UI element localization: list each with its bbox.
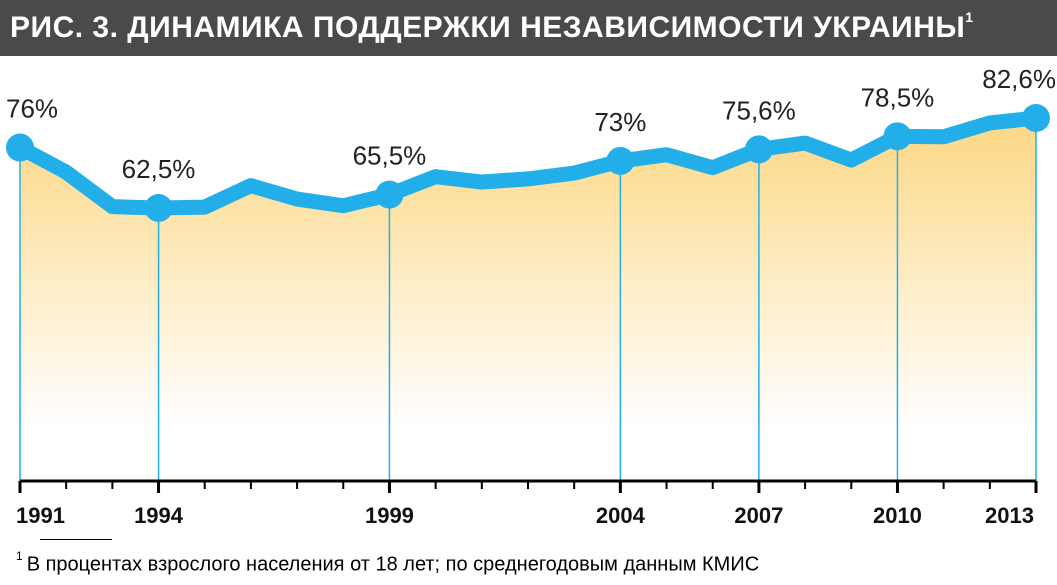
data-label-1999: 65,5% — [353, 141, 427, 171]
chart-title: РИС. 3. ДИНАМИКА ПОДДЕРЖКИ НЕЗАВИСИМОСТИ… — [10, 9, 974, 44]
x-tick-label-2013: 2013 — [985, 503, 1034, 528]
data-point-2013 — [1022, 104, 1050, 132]
x-tick-label-2004: 2004 — [596, 503, 646, 528]
x-tick-label-2010: 2010 — [873, 503, 922, 528]
x-tick-label-1991: 1991 — [16, 503, 65, 528]
data-point-2004 — [606, 146, 635, 175]
data-point-2007 — [744, 135, 773, 164]
area-fill — [20, 118, 1036, 481]
title-footnote-mark: 1 — [965, 9, 974, 25]
footnote-mark: 1 — [16, 549, 23, 563]
data-point-1994 — [144, 194, 173, 222]
chart-title-bar: РИС. 3. ДИНАМИКА ПОДДЕРЖКИ НЕЗАВИСИМОСТИ… — [0, 0, 1057, 56]
data-label-2013: 82,6% — [982, 64, 1056, 94]
x-tick-label-1999: 1999 — [365, 503, 414, 528]
data-point-1999 — [375, 180, 404, 209]
footnote-divider — [40, 539, 112, 540]
data-label-2004: 73% — [594, 107, 646, 137]
data-point-2010 — [883, 122, 912, 151]
footnote-text: В процентах взрослого населения от 18 ле… — [26, 553, 760, 576]
data-label-1994: 62,5% — [122, 154, 196, 184]
x-tick-label-2007: 2007 — [734, 503, 783, 528]
data-label-2007: 75,6% — [722, 95, 796, 125]
data-point-1991 — [6, 133, 34, 162]
data-label-2010: 78,5% — [861, 82, 935, 112]
x-tick-label-1994: 1994 — [134, 503, 184, 528]
data-label-1991: 76% — [6, 94, 58, 124]
line-area-chart: 76% 62,5% 65,5% 73% 75,6% 78,5% 82,6% 1991 1994 1… — [6, 64, 1056, 528]
